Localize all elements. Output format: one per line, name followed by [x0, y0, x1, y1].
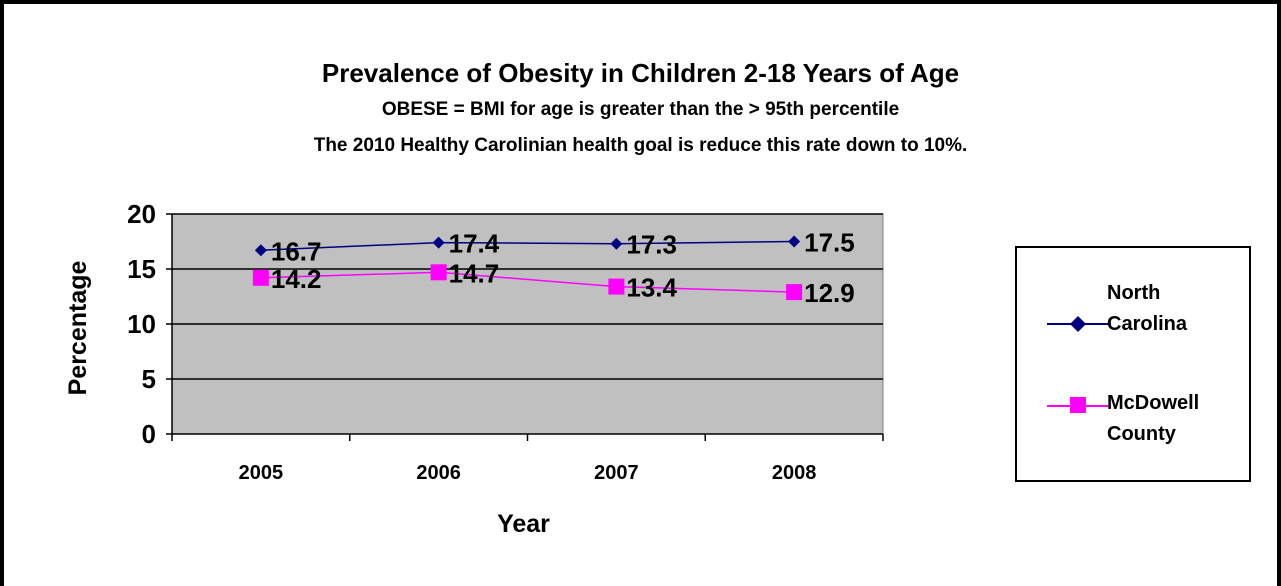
square-marker-icon: [1070, 397, 1086, 413]
legend: North Carolina McDowell County: [1015, 246, 1251, 482]
legend-label-nc-line2: Carolina: [1107, 313, 1188, 335]
legend-label-mc-line1: McDowell: [1107, 392, 1200, 414]
data-label: 16.7: [271, 236, 322, 266]
y-tick-label: 5: [142, 364, 156, 394]
square-marker: [608, 278, 625, 295]
y-tick-label: 20: [127, 199, 156, 229]
y-tick-label: 10: [127, 309, 156, 339]
y-axis-title: Percentage: [64, 261, 92, 396]
x-tick-label: 2008: [772, 462, 817, 484]
diamond-marker: [254, 244, 267, 257]
data-label: 17.4: [449, 229, 500, 259]
diamond-marker: [432, 236, 445, 249]
x-tick-label: 2006: [416, 462, 461, 484]
y-tick-label: 15: [127, 254, 156, 284]
x-tick-label: 2007: [594, 462, 639, 484]
y-tick-label: 0: [142, 419, 156, 449]
diamond-marker: [610, 237, 623, 250]
data-label: 13.4: [626, 273, 677, 303]
data-label: 17.3: [626, 230, 677, 260]
diamond-marker: [788, 235, 801, 248]
legend-label-mc-line2: County: [1107, 423, 1176, 445]
square-marker: [252, 269, 269, 286]
data-label: 17.5: [804, 228, 855, 258]
data-label: 14.7: [449, 258, 500, 288]
square-marker: [786, 284, 803, 301]
data-label: 12.9: [804, 278, 855, 308]
square-marker: [430, 264, 447, 281]
chart-title: Prevalence of Obesity in Children 2-18 Y…: [321, 58, 960, 88]
series-line: [260, 240, 795, 252]
data-label: 14.2: [271, 264, 322, 294]
x-tick-label: 2005: [239, 462, 284, 484]
diamond-marker-icon: [1070, 316, 1086, 332]
chart-subtitle-2: The 2010 Healthy Carolinian health goal …: [313, 135, 968, 156]
chart-subtitle-1: OBESE = BMI for age is greater than the …: [381, 99, 900, 120]
legend-label-nc-line1: North: [1107, 282, 1161, 304]
series-line: [260, 271, 795, 293]
x-axis-title: Year: [497, 510, 550, 538]
